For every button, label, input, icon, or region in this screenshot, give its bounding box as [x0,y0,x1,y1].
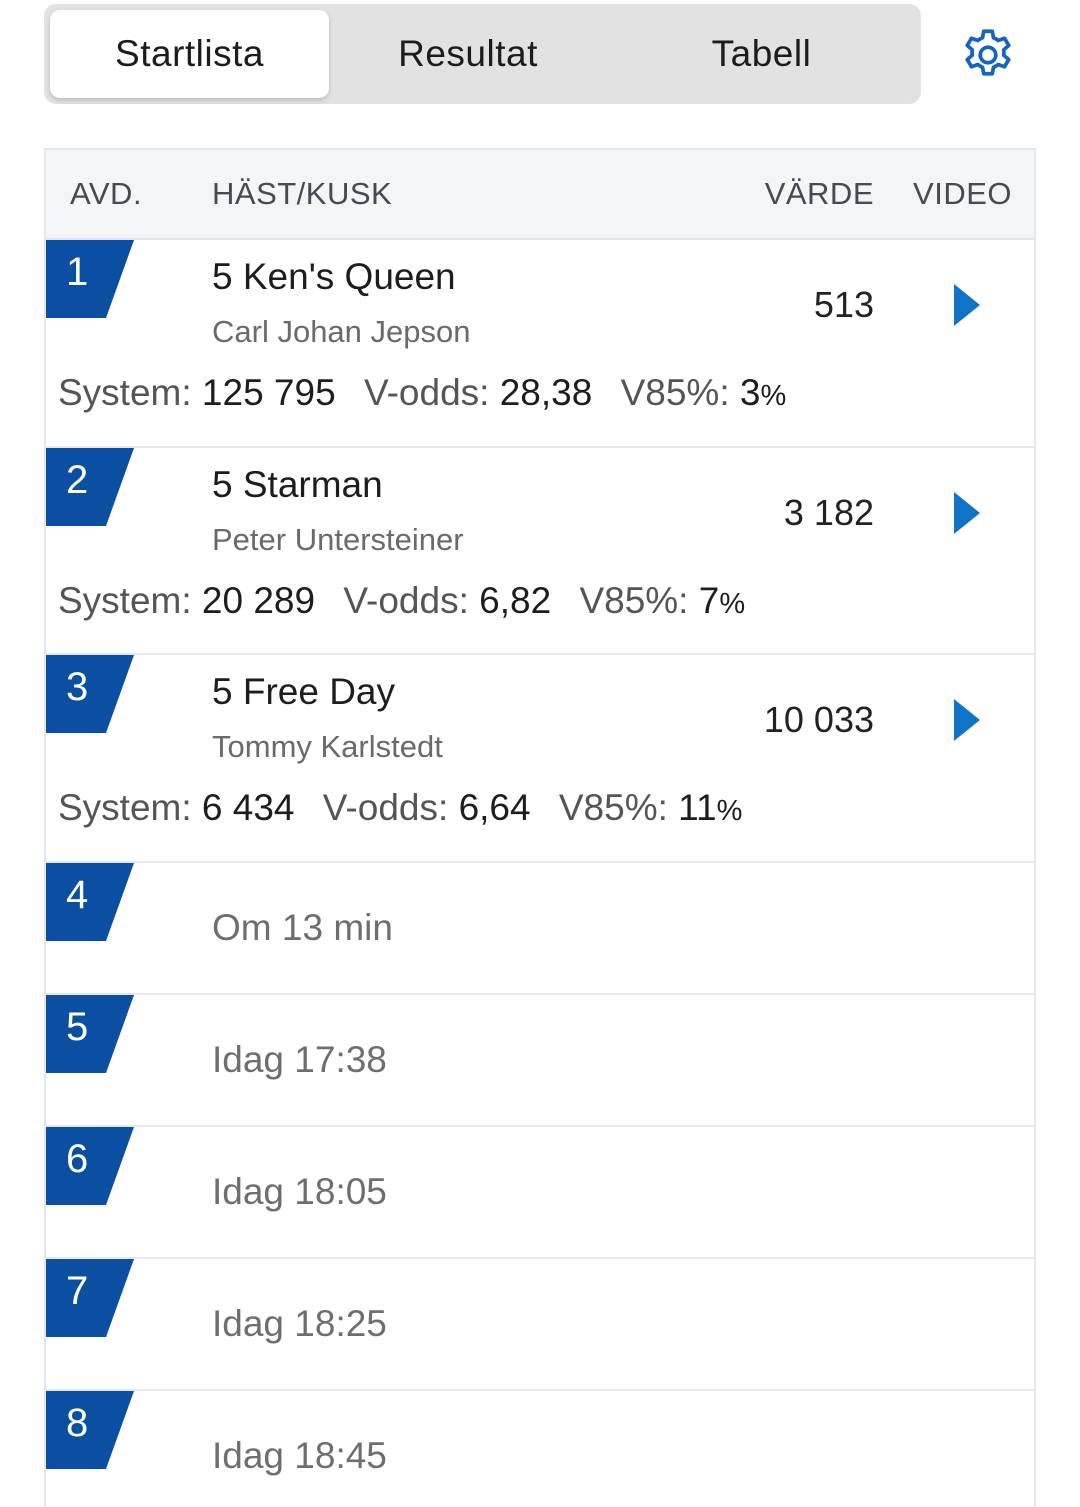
race-number: 7 [66,1269,89,1313]
race-number: 8 [66,1401,89,1445]
pct-value: 11 [678,787,717,828]
race-stats: System: 6 434 V-odds: 6,64 V85%: 11% [58,787,742,829]
race-number-badge: 7 [46,1259,134,1337]
upcoming-race-row-5[interactable]: 5 Idag 17:38 [46,995,1034,1127]
gear-icon[interactable] [958,25,1018,85]
driver-name: Tommy Karlstedt [212,729,443,764]
race-number-badge: 8 [46,1391,134,1469]
upcoming-race-row-8[interactable]: 8 Idag 18:45 [46,1391,1034,1507]
race-row-3[interactable]: 3 5 Free Day Tommy Karlstedt 10 033 Syst… [46,655,1034,863]
race-table: AVD. HÄST/KUSK VÄRDE VIDEO 1 5 Ken's Que… [44,148,1036,1507]
pct-sign: % [760,380,787,412]
driver-name: Carl Johan Jepson [212,314,471,349]
header-horse: HÄST/KUSK [212,176,393,211]
race-number-badge: 2 [46,448,134,526]
race-value: 10 033 [763,699,874,740]
race-number: 1 [66,250,89,294]
pct-sign: % [716,795,743,827]
tab-startlista[interactable]: Startlista [50,10,329,98]
race-number-badge: 5 [46,995,134,1073]
pct-value: 7 [698,580,720,621]
race-value: 3 182 [783,492,874,533]
system-label: System: [58,580,192,621]
header-avd: AVD. [70,176,143,211]
horse-name[interactable]: 5 Free Day [212,671,396,712]
pct-label: V85%: [558,787,668,828]
horse-name[interactable]: 5 Starman [212,464,383,505]
system-value: 20 289 [201,580,316,621]
odds-label: V-odds: [363,372,490,413]
pct-label: V85%: [579,580,689,621]
table-header: AVD. HÄST/KUSK VÄRDE VIDEO [46,150,1034,240]
horse-name[interactable]: 5 Ken's Queen [212,256,456,297]
upcoming-race-row-6[interactable]: 6 Idag 18:05 [46,1127,1034,1259]
header-value: VÄRDE [764,176,874,211]
race-start-time: Om 13 min [212,907,393,948]
race-row-2[interactable]: 2 5 Starman Peter Untersteiner 3 182 Sys… [46,448,1034,655]
race-number-badge: 3 [46,655,134,733]
race-number: 2 [66,458,89,502]
play-video-icon[interactable] [952,490,982,536]
race-number-badge: 1 [46,240,134,318]
tab-tabell[interactable]: Tabell [711,33,812,74]
odds-value: 6,64 [458,787,531,828]
odds-value: 6,82 [479,580,552,621]
system-value: 125 795 [201,372,336,413]
race-number: 3 [66,665,89,709]
race-number-badge: 6 [46,1127,134,1205]
race-row-1[interactable]: 1 5 Ken's Queen Carl Johan Jepson 513 Sy… [46,240,1034,448]
system-value: 6 434 [201,787,295,828]
pct-label: V85%: [620,372,730,413]
play-video-icon[interactable] [952,697,982,743]
race-number: 5 [66,1005,89,1049]
race-number-badge: 4 [46,863,134,941]
race-stats: System: 125 795 V-odds: 28,38 V85%: 3% [58,372,786,414]
odds-label: V-odds: [322,787,449,828]
race-stats: System: 20 289 V-odds: 6,82 V85%: 7% [58,580,745,622]
race-start-time: Idag 18:45 [212,1435,387,1476]
tab-resultat[interactable]: Resultat [398,33,538,74]
upcoming-race-row-7[interactable]: 7 Idag 18:25 [46,1259,1034,1391]
race-number: 4 [66,873,89,917]
play-video-icon[interactable] [952,282,982,328]
driver-name: Peter Untersteiner [212,522,464,557]
segmented-tab-bar: Startlista Resultat Tabell [44,4,921,104]
race-start-time: Idag 17:38 [212,1039,387,1080]
odds-label: V-odds: [343,580,469,621]
upcoming-race-row-4[interactable]: 4 Om 13 min [46,863,1034,995]
race-number: 6 [66,1137,89,1181]
system-label: System: [58,372,192,413]
header-video: VIDEO [913,176,1012,211]
system-label: System: [58,787,192,828]
pct-sign: % [719,588,746,620]
race-start-time: Idag 18:25 [212,1303,387,1344]
odds-value: 28,38 [499,372,593,413]
pct-value: 3 [739,372,761,413]
race-start-time: Idag 18:05 [212,1171,387,1212]
race-value: 513 [813,284,874,325]
